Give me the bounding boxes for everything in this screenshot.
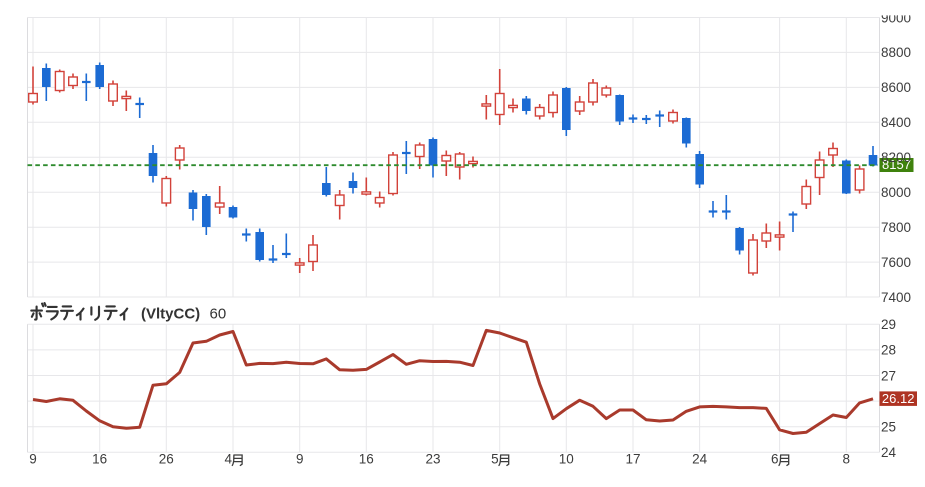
svg-text:9: 9 — [296, 452, 304, 467]
svg-text:6: 6 — [771, 452, 779, 467]
svg-text:29: 29 — [881, 317, 896, 332]
svg-text:28: 28 — [881, 343, 896, 358]
svg-text:10: 10 — [559, 452, 574, 467]
svg-text:8400: 8400 — [881, 115, 911, 130]
svg-text:26: 26 — [159, 452, 174, 467]
svg-text:8600: 8600 — [881, 80, 911, 95]
svg-text:8800: 8800 — [881, 45, 911, 60]
svg-text:8: 8 — [843, 452, 851, 467]
svg-text:24: 24 — [692, 452, 708, 467]
svg-text:9000: 9000 — [881, 10, 911, 25]
svg-text:23: 23 — [425, 452, 440, 467]
svg-text:7800: 7800 — [881, 220, 911, 235]
svg-text:8000: 8000 — [881, 185, 911, 200]
svg-text:7400: 7400 — [881, 290, 911, 305]
svg-text:9: 9 — [29, 452, 37, 467]
svg-text:27: 27 — [881, 368, 896, 383]
svg-text:26.12: 26.12 — [882, 391, 915, 406]
svg-text:17: 17 — [625, 452, 640, 467]
svg-text:8200: 8200 — [881, 150, 911, 165]
svg-text:24: 24 — [881, 445, 897, 460]
svg-text:25: 25 — [881, 420, 896, 435]
svg-text:5: 5 — [491, 452, 499, 467]
svg-text:(VltyCC): (VltyCC) — [141, 306, 200, 323]
svg-text:4: 4 — [224, 452, 232, 467]
svg-text:16: 16 — [92, 452, 107, 467]
svg-text:8157: 8157 — [882, 157, 911, 172]
svg-text:7600: 7600 — [881, 255, 911, 270]
svg-text:60: 60 — [210, 306, 227, 323]
svg-text:16: 16 — [359, 452, 374, 467]
